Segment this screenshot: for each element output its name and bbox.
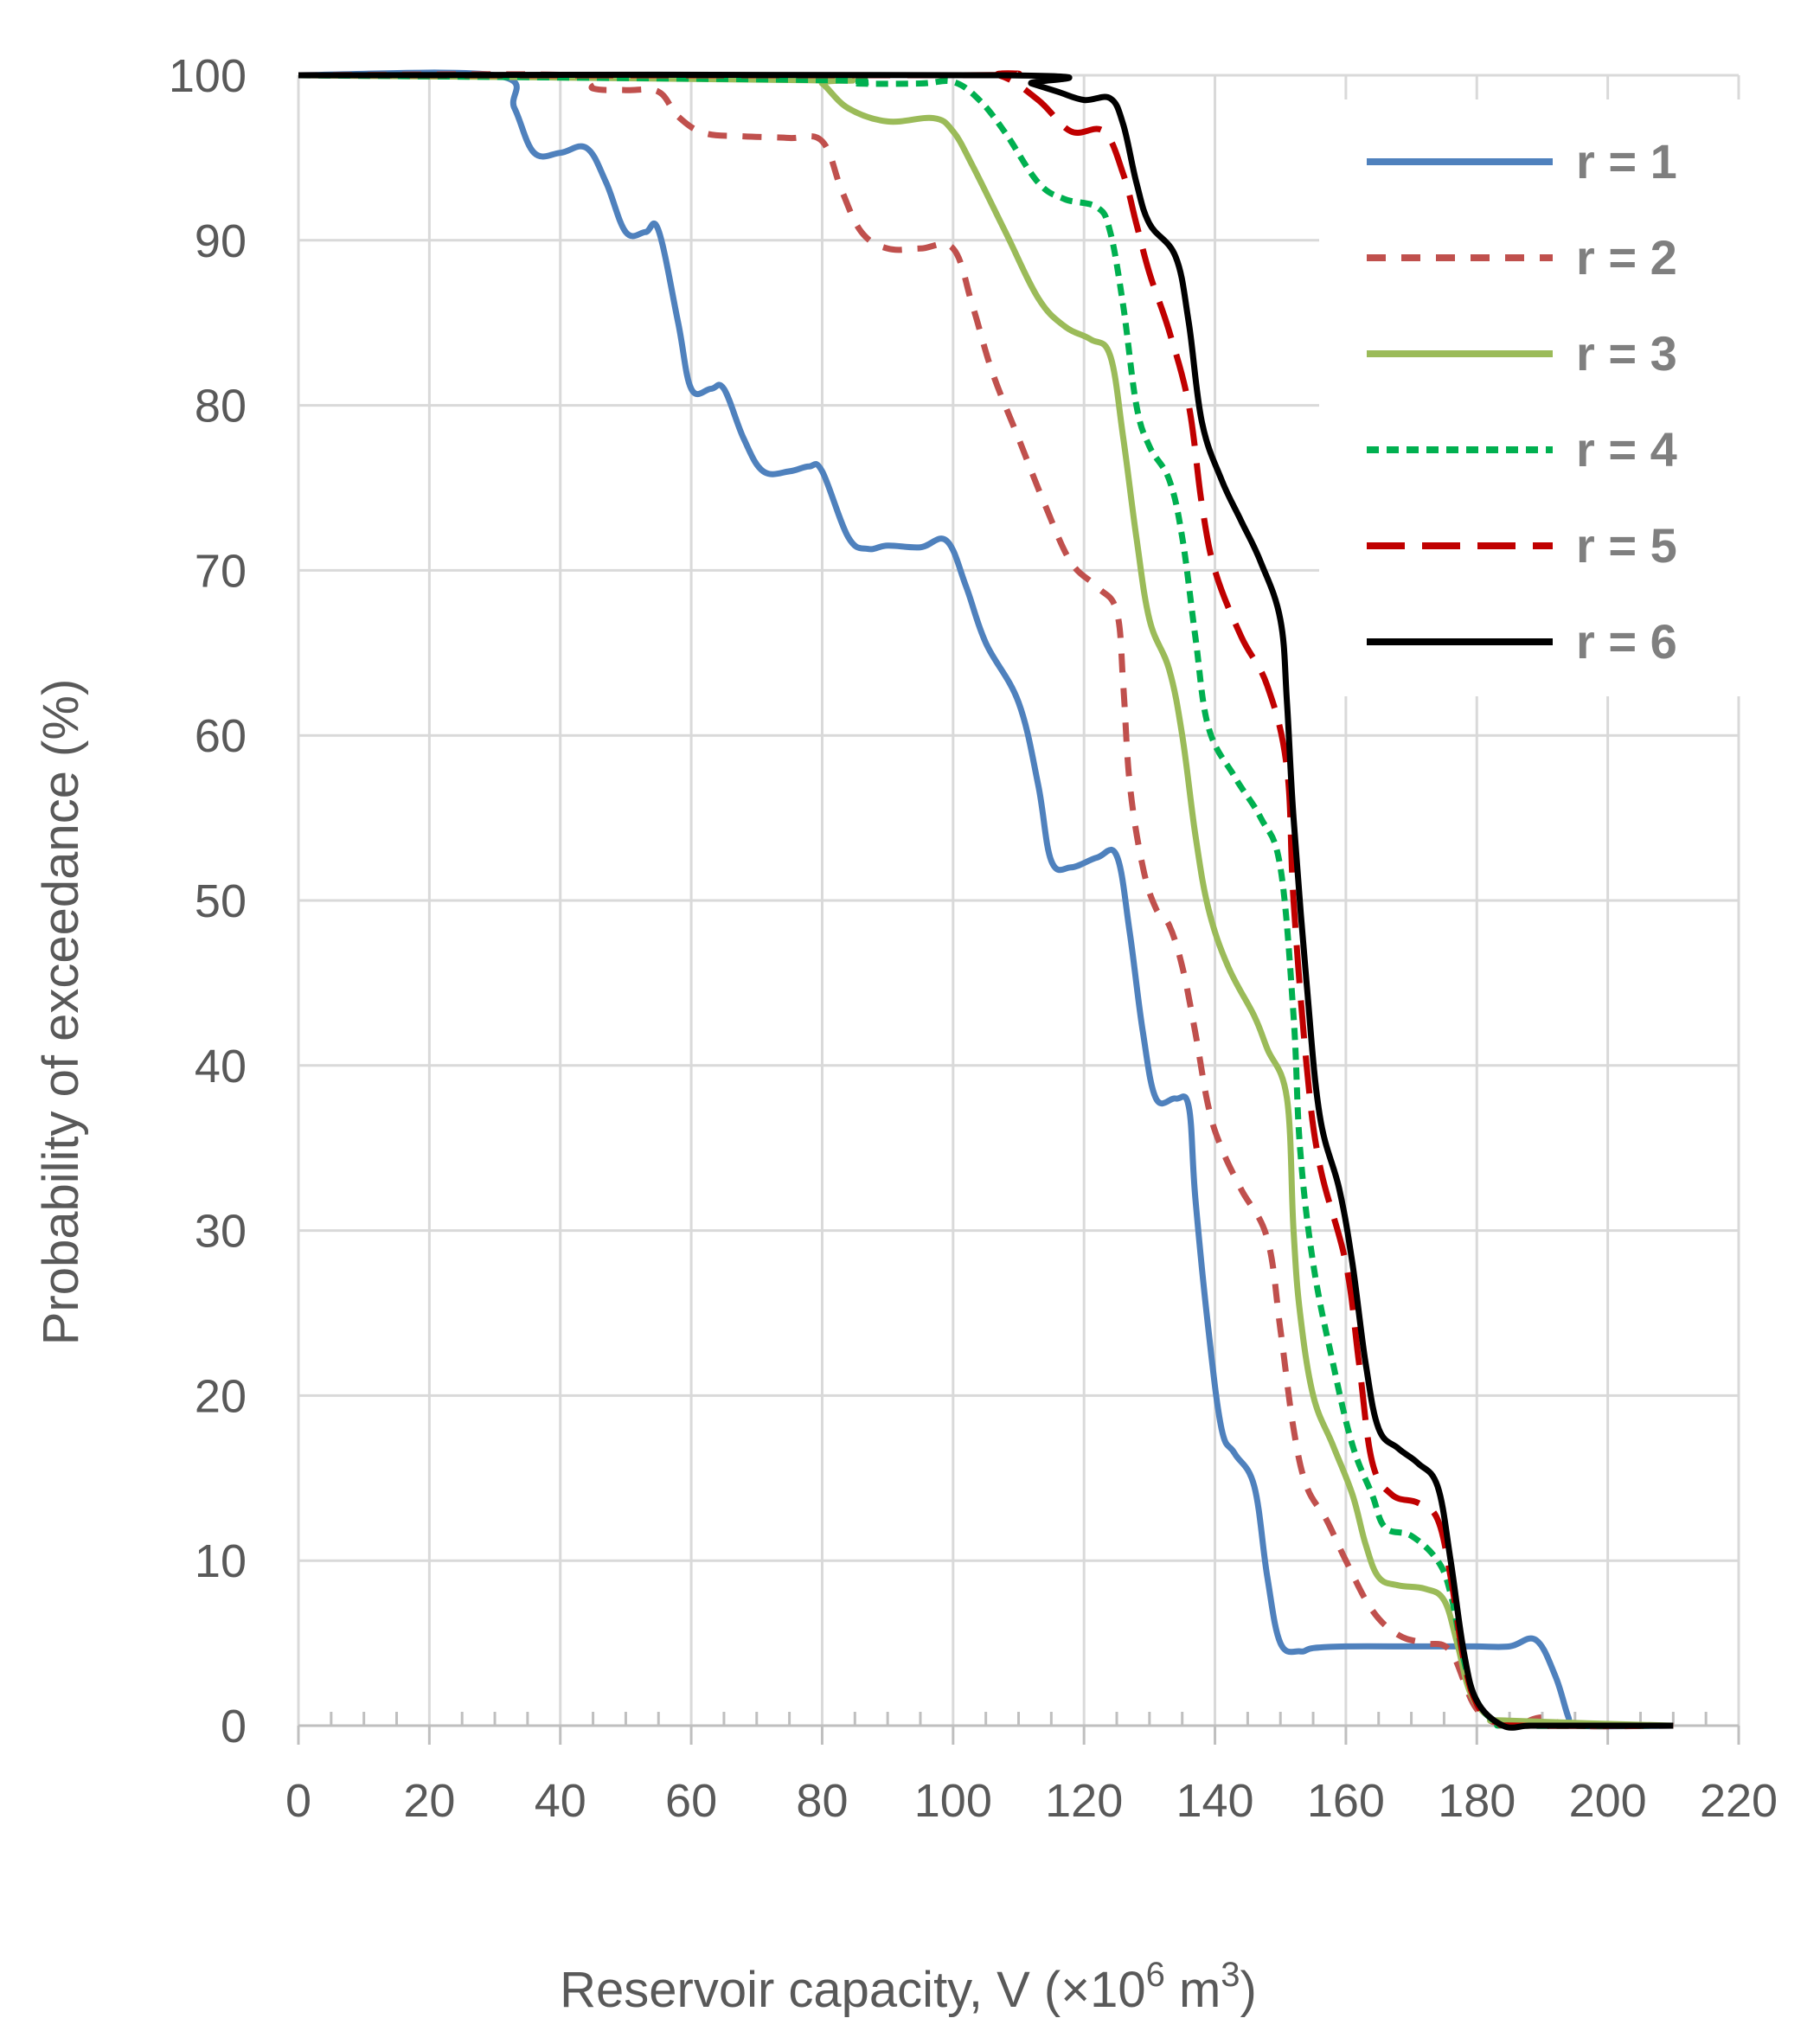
y-axis-title: Probability of exceedance (%) bbox=[33, 679, 89, 1346]
x-tick-label: 100 bbox=[914, 1775, 992, 1827]
y-tick-label: 50 bbox=[195, 875, 247, 927]
x-tick-label: 180 bbox=[1438, 1775, 1516, 1827]
series-line-r1 bbox=[298, 69, 1674, 1730]
x-tick-label: 220 bbox=[1700, 1775, 1778, 1827]
series-line-r2 bbox=[298, 71, 1674, 1730]
series-line-r6 bbox=[298, 71, 1674, 1731]
x-tick-label: 20 bbox=[403, 1775, 455, 1827]
x-tick-label: 140 bbox=[1176, 1775, 1253, 1827]
series-lines bbox=[298, 69, 1674, 1731]
x-tick-label: 40 bbox=[535, 1775, 586, 1827]
x-axis-tick-labels: 0 20 40 60 80 100 120 140 160 180 200 220 bbox=[285, 1775, 1778, 1827]
y-tick-label: 60 bbox=[195, 710, 247, 762]
y-tick-label: 10 bbox=[195, 1535, 247, 1587]
x-tick-label: 0 bbox=[285, 1775, 311, 1827]
y-tick-label: 40 bbox=[195, 1041, 247, 1092]
legend-label-r2: r = 2 bbox=[1576, 230, 1677, 285]
legend-label-r3: r = 3 bbox=[1576, 326, 1677, 381]
y-tick-label: 20 bbox=[195, 1370, 247, 1422]
x-tick-label: 80 bbox=[796, 1775, 848, 1827]
y-tick-label: 0 bbox=[221, 1701, 247, 1752]
x-tick-label: 200 bbox=[1569, 1775, 1647, 1827]
series-line-r3 bbox=[298, 72, 1674, 1729]
y-tick-label: 90 bbox=[195, 215, 247, 267]
legend-box bbox=[1319, 99, 1743, 696]
x-axis-title: Reservoir capacity, V (×106 m3) bbox=[560, 1956, 1257, 2018]
y-axis-tick-labels: 0 10 20 30 40 50 60 70 80 90 100 bbox=[169, 50, 247, 1752]
y-tick-label: 100 bbox=[169, 50, 247, 102]
legend: r = 1 r = 2 r = 3 r = 4 r = 5 r = 6 bbox=[1367, 134, 1677, 669]
x-tick-label: 60 bbox=[665, 1775, 717, 1827]
series-line-r5 bbox=[298, 70, 1674, 1729]
y-tick-label: 70 bbox=[195, 545, 247, 597]
x-tick-label: 120 bbox=[1045, 1775, 1123, 1827]
legend-label-r5: r = 5 bbox=[1576, 518, 1677, 573]
legend-label-r4: r = 4 bbox=[1576, 422, 1677, 477]
y-tick-label: 80 bbox=[195, 381, 247, 432]
x-axis-minor-ticks bbox=[297, 1712, 1740, 1745]
series-line-r4 bbox=[298, 72, 1674, 1729]
y-tick-label: 30 bbox=[195, 1206, 247, 1258]
x-tick-label: 160 bbox=[1307, 1775, 1385, 1827]
legend-label-r1: r = 1 bbox=[1576, 134, 1677, 189]
legend-label-r6: r = 6 bbox=[1576, 614, 1677, 669]
